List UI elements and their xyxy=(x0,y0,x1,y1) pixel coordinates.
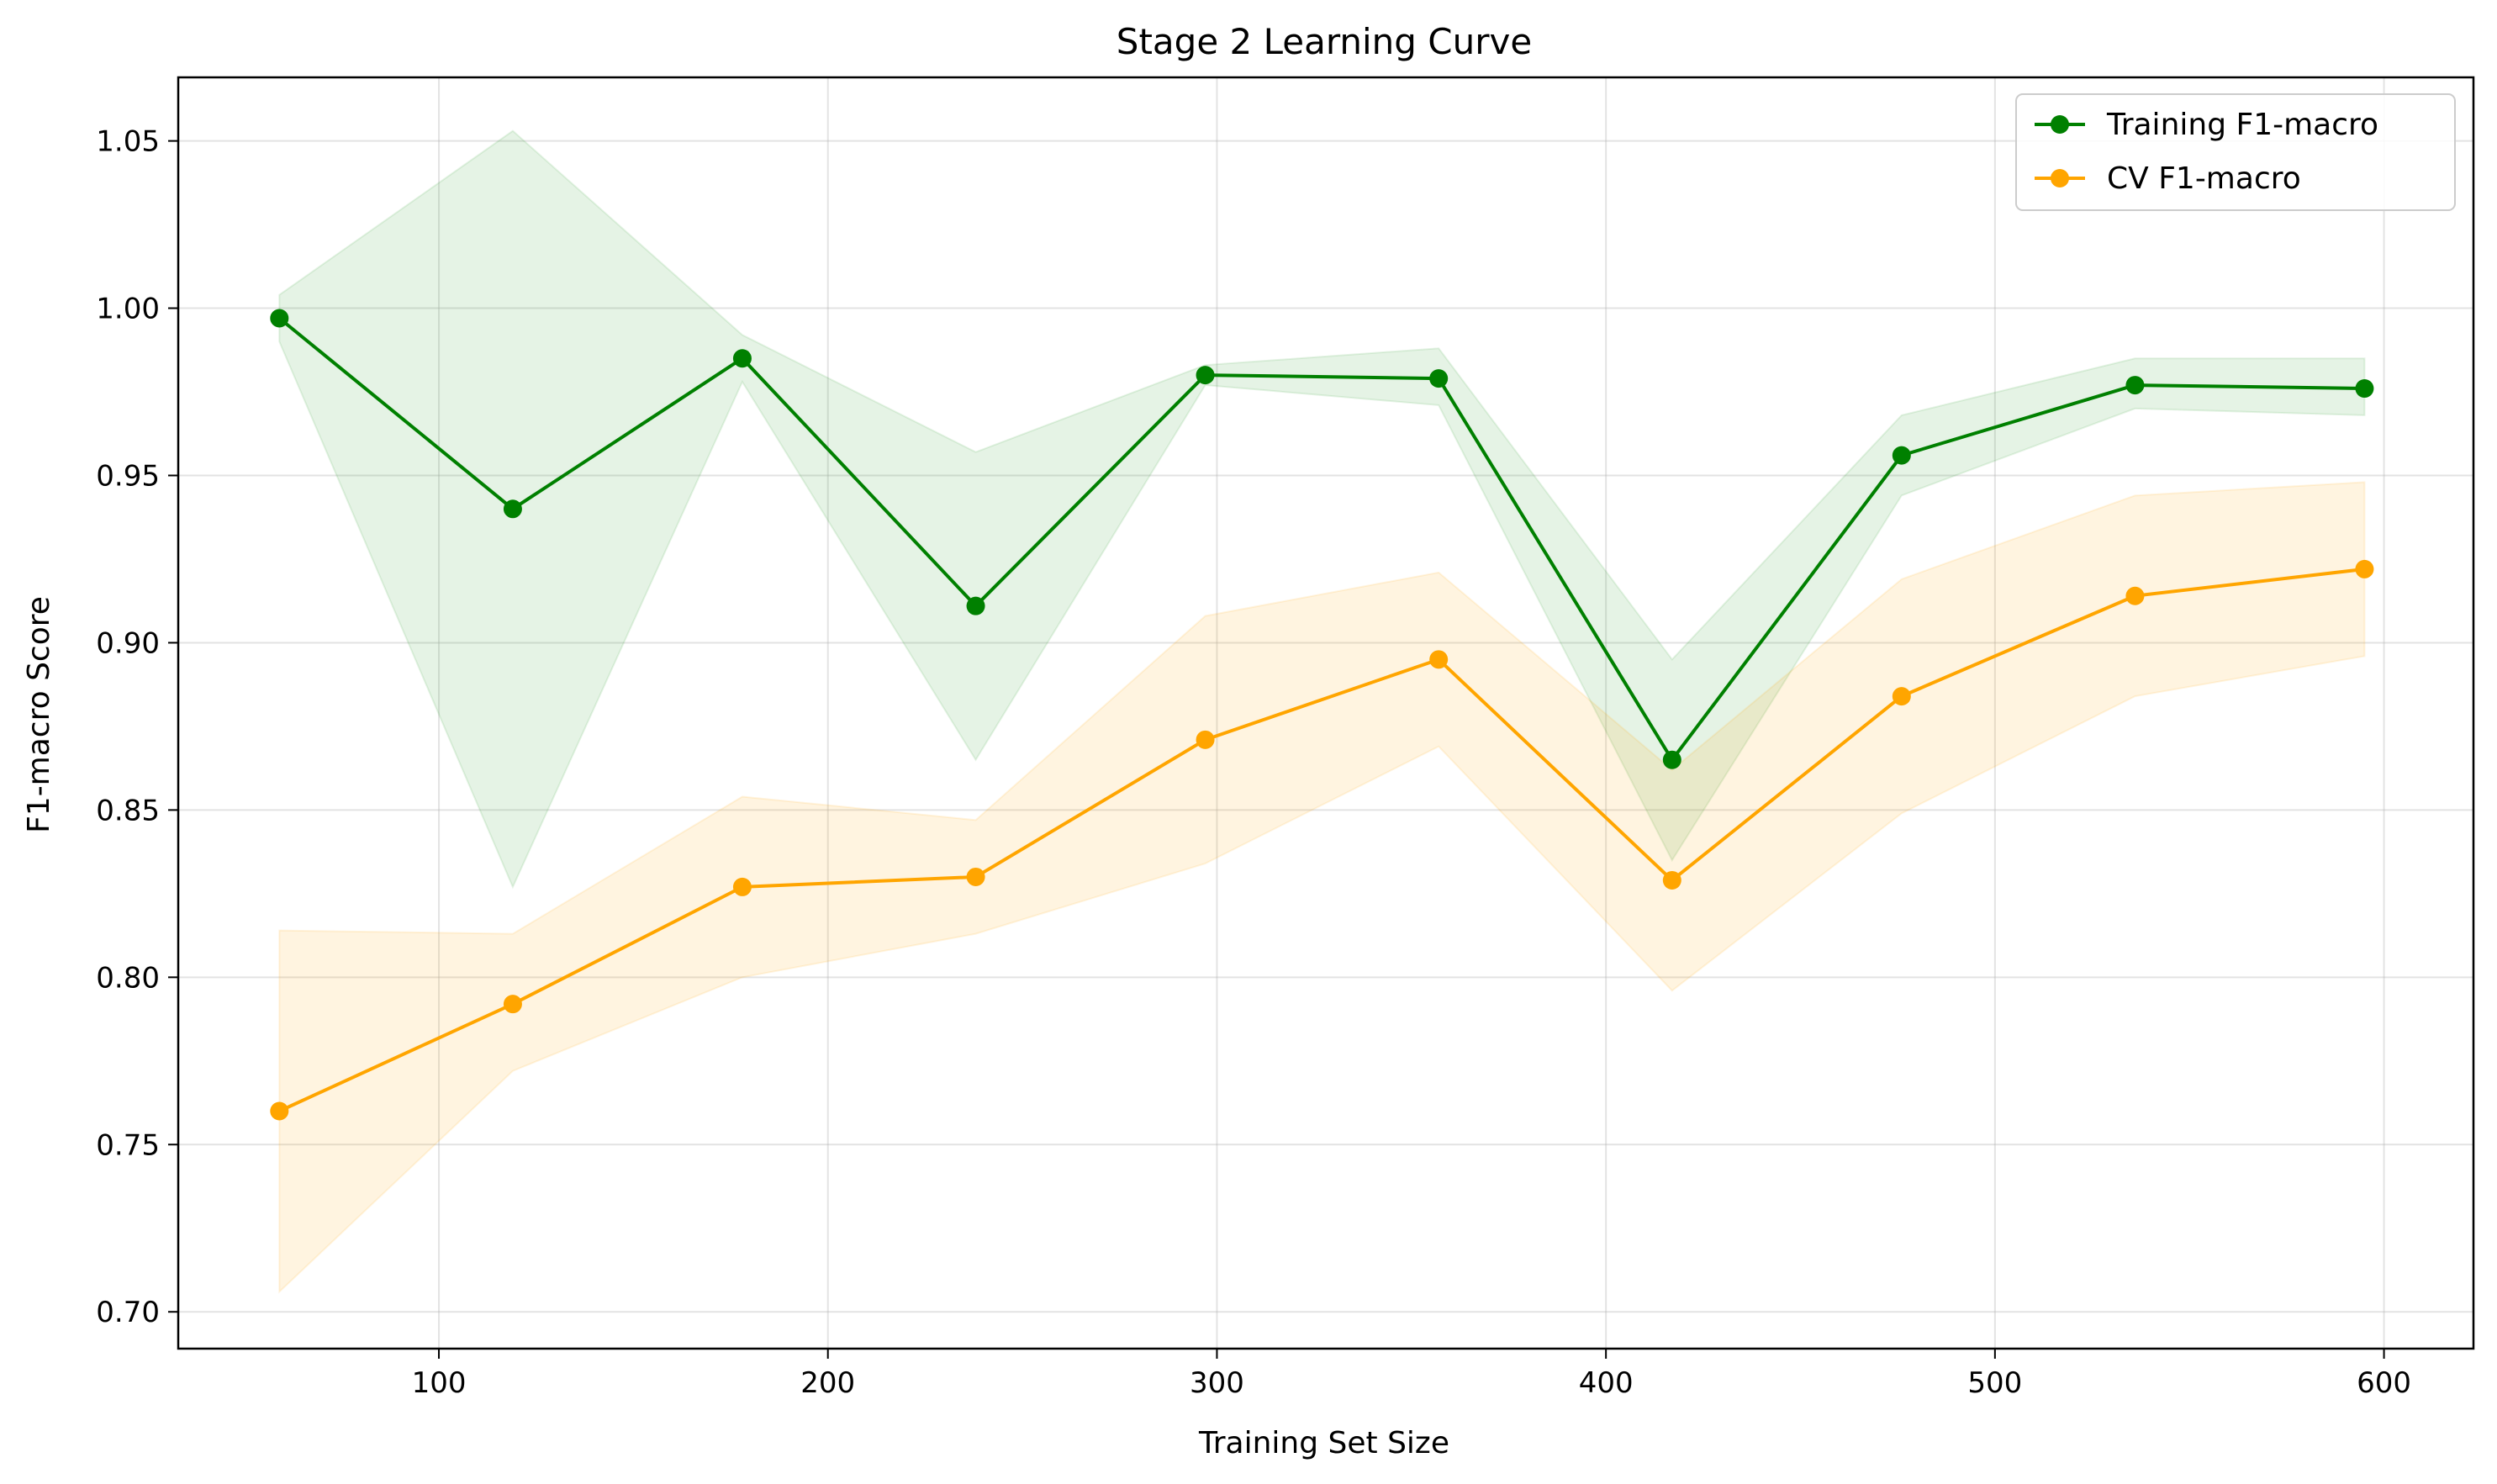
y-tick-label: 0.80 xyxy=(96,961,160,995)
chart-title: Stage 2 Learning Curve xyxy=(1117,21,1532,62)
legend: Training F1-macro CV F1-macro xyxy=(2015,93,2456,211)
plot-frame xyxy=(177,76,2475,1350)
y-tick-label: 0.95 xyxy=(96,459,160,493)
legend-marker-cv xyxy=(2051,169,2069,187)
legend-item-cv: CV F1-macro xyxy=(2035,161,2301,196)
x-tick-label: 100 xyxy=(412,1366,467,1400)
series-0-point xyxy=(732,349,752,368)
x-tick-label: 500 xyxy=(1967,1366,2022,1400)
x-tick-label: 300 xyxy=(1190,1366,1244,1400)
x-axis-label: Training Set Size xyxy=(1198,1426,1449,1460)
series-0-point xyxy=(2355,379,2374,399)
series-1-point xyxy=(503,995,522,1014)
series-1-point xyxy=(2355,559,2374,578)
y-tick-label: 0.85 xyxy=(96,794,160,827)
series-1-point xyxy=(2125,586,2145,605)
legend-item-training: Training F1-macro xyxy=(2035,108,2378,142)
y-tick-label: 0.90 xyxy=(96,626,160,660)
series-0-point xyxy=(2125,376,2145,395)
series-0-point xyxy=(1196,366,1215,385)
series-1-point xyxy=(1196,730,1215,749)
series-1-line xyxy=(278,567,2365,1113)
y-axis-label: F1-macro Score xyxy=(22,596,56,833)
series-1-std-band xyxy=(278,481,2366,1294)
series-1-point xyxy=(270,1101,289,1121)
x-tick-label: 600 xyxy=(2357,1366,2411,1400)
x-tick-label: 200 xyxy=(800,1366,855,1400)
series-0-std-band xyxy=(278,129,2366,890)
legend-label-training: Training F1-macro xyxy=(2106,108,2378,142)
series-1-point xyxy=(1662,870,1681,890)
series-1-point xyxy=(966,867,985,886)
series-0-point xyxy=(1662,750,1681,769)
series-1-point xyxy=(1429,650,1449,669)
series-0-point xyxy=(503,499,522,519)
y-tick-label: 0.70 xyxy=(96,1296,160,1329)
y-tick-label: 0.75 xyxy=(96,1128,160,1162)
series-0-point xyxy=(1429,369,1449,388)
series-0-point xyxy=(966,596,985,615)
series-0-line xyxy=(278,316,2365,762)
series-1-point xyxy=(1892,687,1911,706)
series-0-point xyxy=(1892,446,1911,465)
legend-label-cv: CV F1-macro xyxy=(2107,161,2301,196)
series-0-point xyxy=(270,309,289,328)
y-tick-label: 1.05 xyxy=(96,125,160,159)
legend-frame xyxy=(2015,93,2456,211)
x-tick-label: 400 xyxy=(1579,1366,1634,1400)
y-tick-label: 1.00 xyxy=(96,293,160,326)
series-1-point xyxy=(732,877,752,896)
legend-marker-training xyxy=(2051,115,2069,134)
